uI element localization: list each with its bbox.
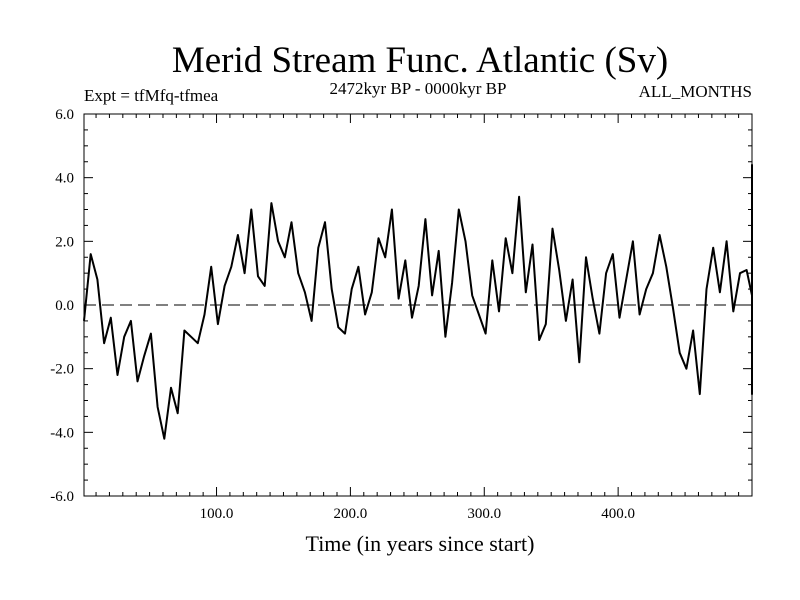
y-tick-labels: -6.0 -4.0 -2.0 0.0 2.0 4.0 6.0 xyxy=(50,107,74,505)
y-tick-label: -4.0 xyxy=(50,425,74,441)
x-axis-label: Time (in years since start) xyxy=(306,531,535,556)
series-line xyxy=(83,163,753,440)
x-tick-label: 400.0 xyxy=(601,506,635,522)
time-range-label: 2472kyr BP - 0000kyr BP xyxy=(330,79,507,98)
y-tick-label: 0.0 xyxy=(55,298,74,314)
months-label: ALL_MONTHS xyxy=(639,82,752,101)
x-tick-label: 300.0 xyxy=(467,506,501,522)
chart-title: Merid Stream Func. Atlantic (Sv) xyxy=(172,40,668,81)
x-tick-labels: 100.0 200.0 300.0 400.0 xyxy=(200,506,635,522)
experiment-label: Expt = tfMfq-tfmea xyxy=(84,86,219,105)
y-tick-label: -2.0 xyxy=(50,362,74,378)
y-tick-label: 6.0 xyxy=(55,107,74,123)
x-tick-label: 100.0 xyxy=(200,506,234,522)
series-group xyxy=(83,163,753,440)
y-tick-label: 2.0 xyxy=(55,234,74,250)
minor-ticks xyxy=(84,114,752,496)
x-tick-label: 200.0 xyxy=(334,506,368,522)
y-tick-label: -6.0 xyxy=(50,489,74,505)
y-tick-label: 4.0 xyxy=(55,171,74,187)
